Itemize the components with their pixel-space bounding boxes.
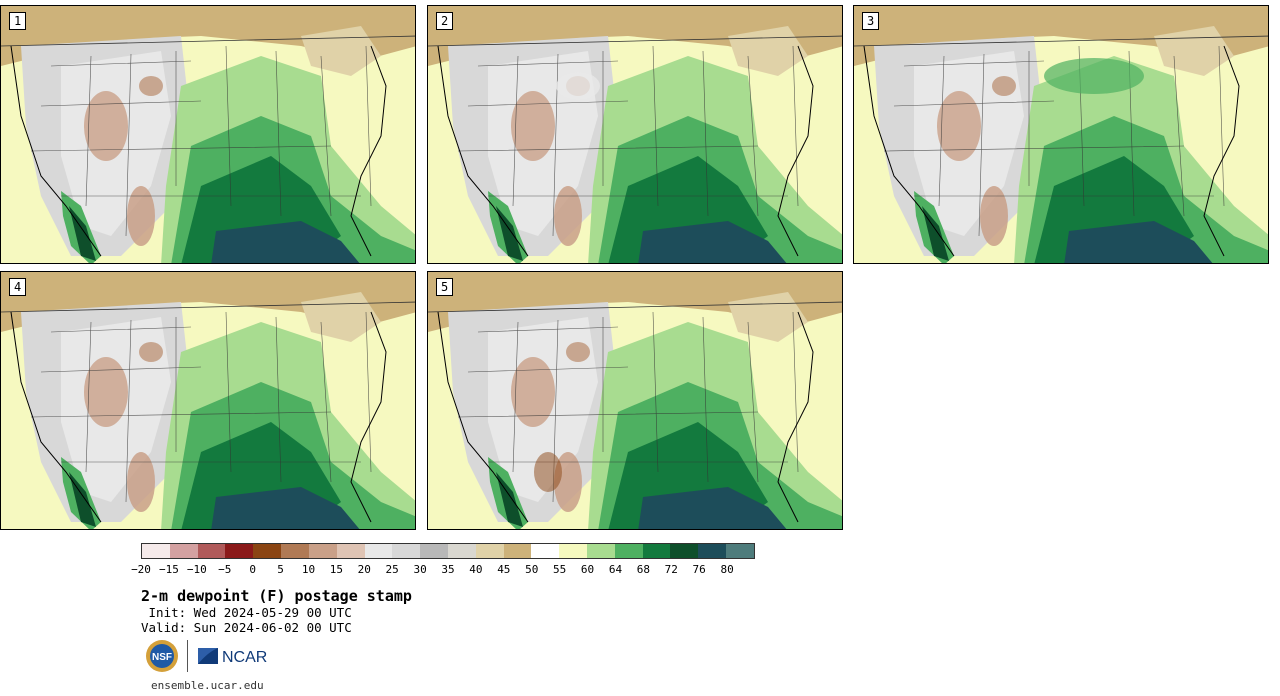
colorbar-tick-label: 55 [553,563,567,576]
colorbar-tick-label: 25 [385,563,399,576]
panel-number: 2 [436,12,454,30]
ncar-logo-text: NCAR [222,649,267,666]
colorbar-tick-label: 5 [277,563,284,576]
colorbar-tick-label: 40 [469,563,483,576]
colorbar-segment [698,544,727,558]
logo-divider [187,640,188,672]
map-panel-3: 3 [853,5,1269,264]
colorbar-tick-label: 64 [608,563,623,576]
colorbar-segment [503,544,532,558]
colorbar [141,543,755,559]
colorbar-segment [614,544,643,558]
website-text: ensemble.ucar.edu [151,679,264,692]
ncar-logo: NCAR [198,648,267,666]
colorbar-tick-label: 15 [329,563,343,576]
panel-number: 5 [436,278,454,296]
colorbar-tick-label: −15 [158,563,179,576]
colorbar-segment [142,544,170,558]
panel-number: 1 [9,12,27,30]
valid-time: Valid: Sun 2024-06-02 00 UTC [141,620,352,635]
colorbar-segment [447,544,476,558]
colorbar-segment [364,544,393,558]
nsf-logo: NSF [146,640,178,672]
colorbar-tick-label: 72 [664,563,678,576]
colorbar-segment [420,544,448,558]
colorbar-segment [225,544,254,558]
colorbar-tick-label: 45 [497,563,511,576]
colorbar-segment [281,544,309,558]
colorbar-segment [197,544,226,558]
map-panel-5: 5 [427,271,843,530]
dewpoint-map-2 [428,6,842,263]
colorbar-tick-label: −5 [218,563,232,576]
dewpoint-map-3 [854,6,1268,263]
colorbar-segment [475,544,504,558]
dewpoint-map-5 [428,272,842,529]
colorbar-segment [670,544,699,558]
colorbar-tick-label: 30 [413,563,427,576]
colorbar-tick-label: 35 [441,563,455,576]
init-time: Init: Wed 2024-05-29 00 UTC [141,605,352,620]
colorbar-tick-label: 10 [301,563,316,576]
colorbar-segment [587,544,615,558]
chart-title: 2-m dewpoint (F) postage stamp [141,587,412,605]
map-panel-2: 2 [427,5,843,264]
colorbar-tick-label: −20 [131,563,151,576]
dewpoint-map-1 [1,6,415,263]
colorbar-tick-label: 20 [357,563,371,576]
colorbar-tick-label: 50 [525,563,539,576]
colorbar-tick-label: 80 [720,563,734,576]
map-panel-4: 4 [0,271,416,530]
colorbar-segment [169,544,198,558]
colorbar-segment [308,544,337,558]
colorbar-segment [642,544,671,558]
colorbar-ticks: −20 −15 −10 −5 0 5 10 15 20 25 30 35 40 45 50 55 60 64 68 7… [131,563,755,577]
colorbar-segment [392,544,421,558]
colorbar-tick-label: −10 [186,563,207,576]
map-panel-1: 1 [0,5,416,264]
panel-number: 4 [9,278,27,296]
colorbar-tick-label: 68 [636,563,650,576]
nsf-logo-text: NSF [152,652,172,663]
colorbar-segment [531,544,560,558]
dewpoint-map-4 [1,272,415,529]
panel-number: 3 [862,12,880,30]
colorbar-segment [253,544,282,558]
colorbar-tick-label: 60 [580,563,595,576]
colorbar-segment [336,544,365,558]
colorbar-tick-label: 0 [249,563,256,576]
colorbar-segment [726,544,754,558]
colorbar-tick-label: 76 [692,563,706,576]
colorbar-segment [559,544,587,558]
